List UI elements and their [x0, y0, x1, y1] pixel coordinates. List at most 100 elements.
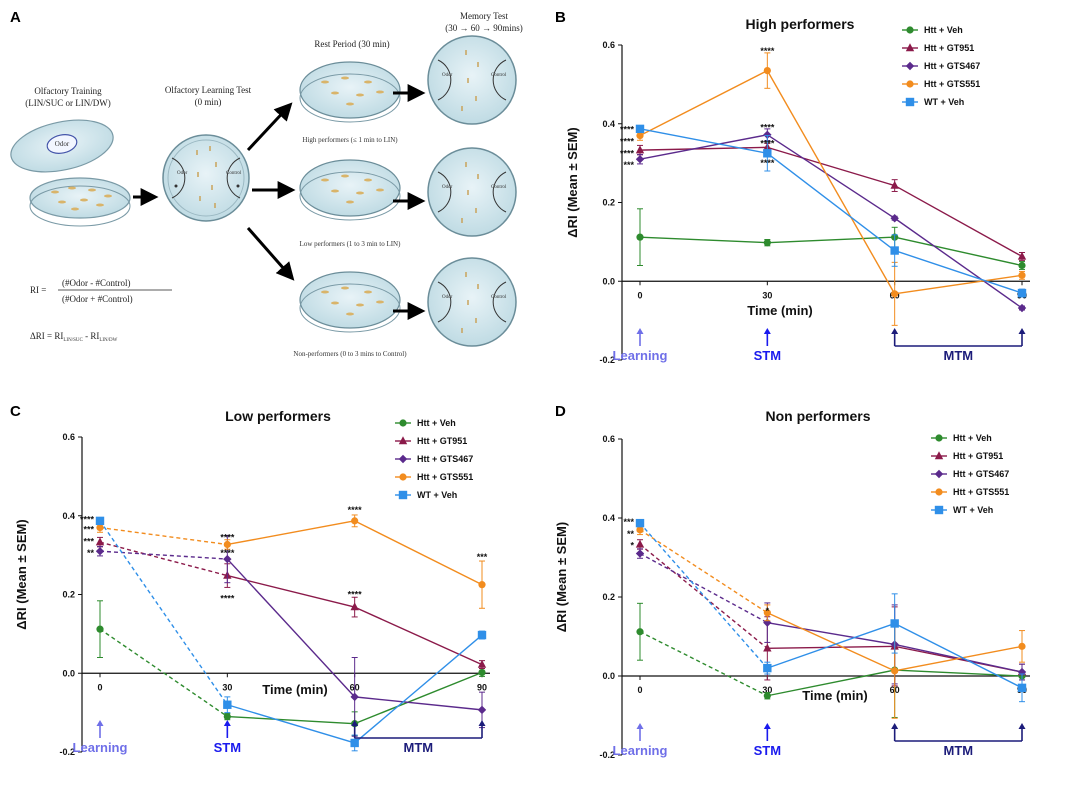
data-point [636, 526, 644, 534]
significance-stars: **** [348, 505, 363, 515]
series-htt-veh [636, 208, 1026, 270]
phase-label-mtm: MTM [944, 348, 974, 363]
data-point [223, 700, 232, 709]
legend-swatch-marker [398, 436, 408, 445]
significance-stars: *** [623, 517, 634, 527]
phase-indicators: Learning STM MTM [73, 720, 486, 755]
series-line-segment [354, 634, 483, 744]
y-tick-label: 0.4 [62, 511, 75, 521]
series-line-segment [639, 543, 768, 649]
legend-swatch-marker [934, 505, 944, 515]
x-tick-label: 30 [762, 290, 772, 300]
panel-letter-d: D [555, 403, 566, 420]
series-wt-veh [635, 518, 1027, 703]
data-point [95, 516, 105, 526]
training-lid-dish: Odor [10, 119, 114, 173]
learning-test-dish: Odor Control [162, 134, 250, 222]
legend-label: Htt + GT951 [924, 43, 974, 53]
legend-swatch-marker [399, 419, 407, 427]
data-point [1017, 251, 1027, 260]
legend-swatch-marker [934, 469, 944, 479]
series-htt-gts467 [95, 534, 487, 737]
phase-label-mtm: MTM [944, 743, 974, 758]
data-point [478, 581, 486, 589]
x-axis-label: Time (min) [802, 688, 868, 703]
data-point [350, 692, 359, 702]
data-point [350, 738, 359, 748]
data-point [763, 239, 771, 247]
training-subtitle: (LIN/SUC or LIN/DW) [25, 98, 110, 108]
rest-title: Rest Period (30 min) [314, 39, 389, 49]
legend-label: Htt + Veh [417, 418, 456, 428]
legend-label: Htt + GTS551 [924, 79, 980, 89]
data-point [636, 233, 644, 241]
series-line-segment [894, 217, 1023, 309]
series-wt-veh [95, 516, 487, 752]
y-tick-label: 0.2 [62, 590, 75, 600]
legend-swatch-marker [906, 26, 914, 34]
data-point [96, 523, 104, 532]
series-line-segment [894, 622, 1023, 689]
series-line-segment [99, 550, 228, 560]
learning-odor-label: Odor [177, 171, 188, 176]
phase-label-learning: Learning [613, 743, 668, 758]
series-line-segment [639, 631, 768, 697]
ri-formula: RI = (#Odor - #Control) (#Odor + #Contro… [30, 278, 172, 304]
data-point [223, 540, 231, 549]
data-point [763, 130, 772, 139]
data-point [1017, 683, 1027, 693]
training-odor-label: Odor [55, 140, 70, 148]
data-point [763, 618, 772, 627]
data-point [1017, 303, 1027, 313]
x-tick-label: 90 [477, 682, 487, 692]
memory-low-odor: Odor [442, 185, 453, 190]
legend-label: Htt + Veh [924, 25, 963, 35]
phase-label-learning: Learning [73, 740, 128, 755]
significance-stars: **** [760, 46, 775, 56]
data-point [477, 705, 487, 715]
dri-formula-text: ΔRI = RI [30, 331, 63, 341]
protocol-diagram: Olfactory Training (LIN/SUC or LIN/DW) O… [10, 11, 523, 358]
data-point [763, 66, 771, 75]
data-point [350, 602, 359, 611]
y-tick-label: 0.0 [62, 668, 75, 678]
data-point [351, 517, 359, 525]
series-line-segment [894, 645, 1023, 672]
series-line-segment [894, 249, 1023, 294]
series-line-segment [767, 612, 895, 672]
series-htt-gt951 [635, 539, 1027, 687]
data-point [763, 643, 772, 652]
data-point [763, 692, 771, 700]
data-point [763, 663, 772, 673]
phase-label-stm: STM [214, 740, 241, 755]
series-line-segment [639, 529, 768, 614]
significance-stars: **** [760, 158, 775, 168]
dri-sub2: LIN/DW [99, 338, 117, 343]
series-line-segment [354, 606, 483, 666]
data-point [96, 625, 104, 633]
data-point [635, 124, 645, 134]
series-line-segment [767, 621, 895, 646]
series-line-segment [894, 236, 1023, 267]
phase-label-learning: Learning [613, 348, 668, 363]
y-tick-label: 0.2 [602, 198, 615, 208]
data-point [1017, 667, 1027, 677]
legend-swatch-marker [935, 488, 943, 496]
phase-arrowhead [351, 720, 359, 726]
series-line-segment [639, 134, 768, 160]
significance-stars: *** [83, 536, 94, 546]
legend-label: Htt + GTS551 [417, 472, 473, 482]
dri-minus: - RI [83, 331, 100, 341]
chart-title: Low performers [225, 408, 331, 424]
data-point [1017, 288, 1027, 298]
rest-dish-high [299, 61, 401, 123]
y-tick-label: -0.2 [59, 747, 75, 757]
x-axis-label: Time (min) [262, 682, 328, 697]
panel-letter-c: C [10, 403, 21, 420]
rest-dish-low [299, 159, 401, 221]
significance-stars: **** [760, 123, 775, 133]
series-line-segment [639, 128, 768, 154]
x-tick-label: 0 [637, 685, 642, 695]
series-line-segment [766, 152, 896, 252]
y-tick-label: 0.2 [602, 592, 615, 602]
